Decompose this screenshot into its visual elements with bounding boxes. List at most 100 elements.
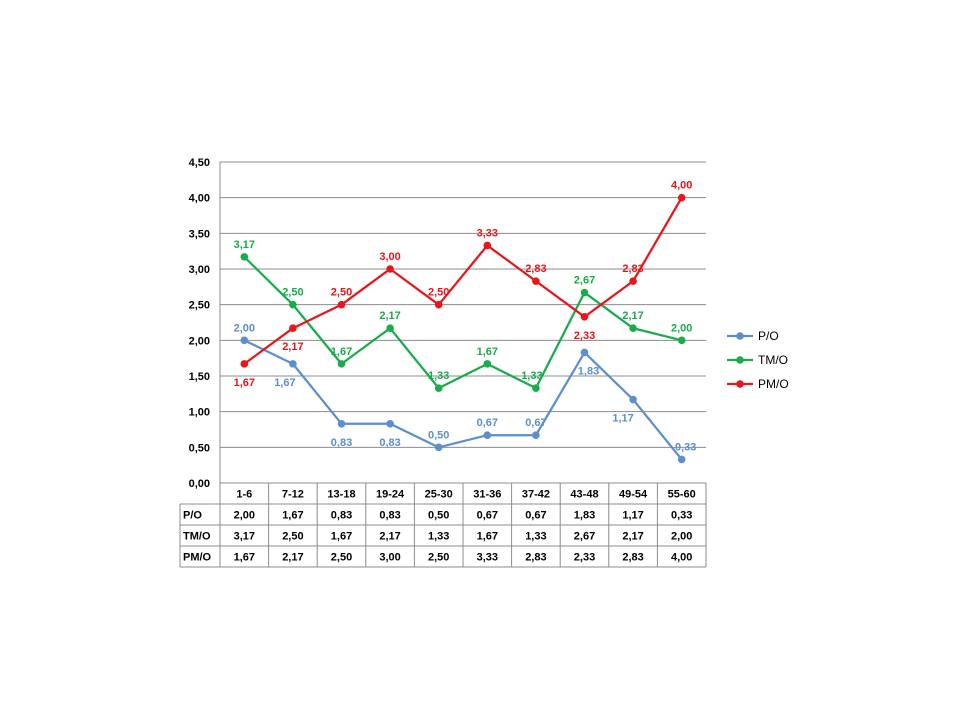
data-point <box>677 455 686 464</box>
x-tick-label: 37-42 <box>522 489 550 501</box>
data-point <box>386 265 394 273</box>
table-cell: 1,67 <box>477 531 498 543</box>
y-tick-label: 1,00 <box>189 407 210 419</box>
data-label: 0,83 <box>379 437 400 449</box>
table-cell: 2,50 <box>282 531 303 543</box>
table-cell: 2,17 <box>622 531 643 543</box>
data-point <box>483 431 492 440</box>
data-label: 2,00 <box>234 322 255 334</box>
data-point <box>337 360 346 368</box>
data-point <box>677 336 686 345</box>
data-label: 0,50 <box>428 429 449 441</box>
table-cell: 3,00 <box>379 552 400 564</box>
table-cell: 1,67 <box>234 552 255 564</box>
table-cell: 4,00 <box>671 552 692 564</box>
data-label: 1,83 <box>578 365 599 377</box>
y-tick-label: 3,00 <box>189 264 210 276</box>
x-tick-label: 7-12 <box>282 489 304 501</box>
x-tick-label: 1-6 <box>236 489 252 501</box>
y-tick-label: 3,50 <box>189 228 210 240</box>
series-line-tmo <box>243 256 682 390</box>
data-point <box>483 360 492 368</box>
y-tick-label: 1,50 <box>189 371 210 383</box>
table-cell: 0,83 <box>379 510 400 522</box>
data-label: 2,33 <box>574 330 595 342</box>
data-point <box>629 324 637 333</box>
data-label: 2,50 <box>282 287 303 299</box>
data-point <box>532 277 540 285</box>
data-label: 1,67 <box>274 377 295 389</box>
table-cell: 1,67 <box>331 531 352 543</box>
table-cell: 2,50 <box>331 552 352 564</box>
table-cell: 2,33 <box>574 552 595 564</box>
data-label: 2,17 <box>282 341 303 353</box>
y-tick-label: 0,00 <box>189 478 210 490</box>
data-point <box>580 288 589 297</box>
data-label: 1,33 <box>521 370 542 382</box>
table-cell: 2,83 <box>525 552 546 564</box>
data-point <box>289 360 297 368</box>
legend-marker <box>736 356 744 364</box>
data-point <box>386 419 394 428</box>
table-cell: 2,50 <box>428 552 449 564</box>
data-point <box>240 336 249 345</box>
table-cell: 1,17 <box>622 510 643 522</box>
data-label: 2,50 <box>331 287 352 299</box>
table-cell: 2,67 <box>574 531 595 543</box>
legend-marker <box>736 332 744 340</box>
data-label: 3,00 <box>379 251 400 263</box>
y-tick-label: 0,50 <box>189 442 210 454</box>
table-cell: 3,17 <box>234 531 255 543</box>
data-point <box>434 384 443 392</box>
data-point <box>240 253 249 261</box>
x-tick-label: 19-24 <box>376 489 405 501</box>
legend-label: PM/O <box>758 377 789 391</box>
data-point <box>629 395 637 404</box>
data-point <box>337 300 346 309</box>
table-cell: 2,17 <box>282 552 303 564</box>
legend-marker <box>736 380 744 388</box>
table-cell: 0,50 <box>428 510 449 522</box>
x-tick-label: 43-48 <box>570 489 598 501</box>
series-line-po <box>243 339 683 461</box>
table-cell: 3,33 <box>477 552 498 564</box>
legend-label: P/O <box>758 329 779 343</box>
data-label: 2,00 <box>671 322 692 334</box>
data-label: 1,67 <box>234 377 255 389</box>
y-tick-label: 2,00 <box>189 335 210 347</box>
table-cell: 2,00 <box>234 510 255 522</box>
x-tick-label: 25-30 <box>425 489 453 501</box>
data-label: 0,67 <box>525 417 546 429</box>
table-row-header: TM/O <box>183 531 211 543</box>
table-cell: 0,83 <box>331 510 352 522</box>
data-label: 0,83 <box>331 437 352 449</box>
table-cell: 0,33 <box>671 510 692 522</box>
x-tick-label: 31-36 <box>473 489 501 501</box>
data-point <box>289 300 297 309</box>
data-point <box>580 312 589 321</box>
data-label: 2,83 <box>525 263 546 275</box>
data-label: 2,67 <box>574 275 595 287</box>
data-label: 2,17 <box>622 310 643 322</box>
series-line-pmo <box>243 197 683 365</box>
data-point <box>580 348 589 357</box>
data-label: 2,17 <box>379 310 400 322</box>
data-point <box>677 193 686 202</box>
table-cell: 2,00 <box>671 531 692 543</box>
legend-label: TM/O <box>758 353 788 367</box>
data-label: 1,67 <box>477 346 498 358</box>
data-point <box>434 300 443 309</box>
x-tick-label: 49-54 <box>619 489 648 501</box>
table-cell: 2,83 <box>622 552 643 564</box>
data-point <box>629 277 637 285</box>
data-label: 3,33 <box>477 227 498 239</box>
table-row-header: P/O <box>183 510 202 522</box>
data-label: 2,83 <box>622 263 643 275</box>
table-row-header: PM/O <box>183 552 212 564</box>
data-point <box>532 431 540 440</box>
data-point <box>386 324 394 333</box>
data-point <box>337 419 346 428</box>
table-cell: 1,67 <box>282 510 303 522</box>
